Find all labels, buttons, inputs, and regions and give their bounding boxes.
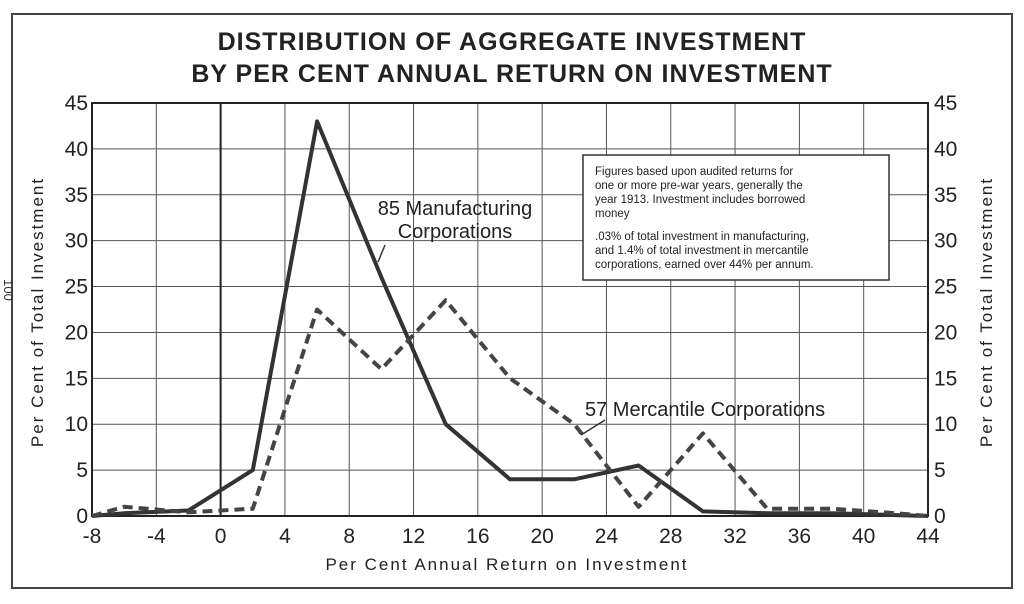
y-tick-label-right: 15 (934, 367, 957, 390)
mercantile-series-label: 57 Mercantile Corporations (580, 399, 825, 436)
y-tick-label-right: 25 (934, 276, 957, 299)
manufacturing-leader-line (377, 244, 386, 263)
annotation-line: and 1.4% of total investment in mercanti… (595, 245, 809, 257)
x-tick-label: 16 (466, 525, 489, 548)
annotation-frame (582, 154, 890, 281)
x-axis-label: Per Cent Annual Return on Investment (325, 555, 688, 574)
y-tick-label-right: 0 (934, 505, 946, 528)
annotation-line: corporations, earned over 44% per annum. (595, 259, 814, 271)
manufacturing-series-label: 85 Manufacturing Corporations (377, 198, 533, 263)
annotation-line: money (595, 208, 630, 220)
y-tick-label-right: 45 (934, 92, 957, 115)
y-tick-label-left: 5 (76, 459, 88, 482)
y-tick-label-left: 45 (65, 92, 88, 115)
page-number: 100 (1, 279, 16, 301)
manufacturing-label-line-1: 85 Manufacturing (378, 198, 533, 220)
y-tick-label-left: 35 (65, 184, 88, 207)
y-tick-label-right: 10 (934, 413, 957, 436)
y-axis-label-right: Per Cent of Total Investment (977, 177, 996, 447)
mercantile-label-line-1: 57 Mercantile Corporations (585, 399, 825, 421)
series (91, 119, 929, 518)
axes (91, 102, 929, 517)
x-tick-label: 24 (595, 525, 619, 548)
y-tick-label-right: 20 (934, 321, 957, 344)
x-tick-label: 4 (279, 525, 291, 548)
manufacturing-label-line-2: Corporations (398, 221, 513, 243)
y-tick-label-right: 35 (934, 184, 957, 207)
annotation-line: .03% of total investment in manufacturin… (595, 231, 809, 243)
y-tick-label-left: 30 (65, 230, 88, 253)
x-tick-label: -4 (147, 525, 166, 548)
x-tick-label: 40 (852, 525, 875, 548)
x-tick-label: 20 (530, 525, 553, 548)
x-tick-label: 44 (916, 525, 940, 548)
manufacturing-series-line (91, 119, 929, 518)
mercantile-leader-line (580, 419, 606, 436)
x-tick-label: 32 (723, 525, 746, 548)
x-tick-label: 36 (788, 525, 811, 548)
mercantile-series-line (91, 298, 929, 518)
plot-frame (91, 102, 929, 517)
chart-title-line-2: BY PER CENT ANNUAL RETURN ON INVESTMENT (191, 60, 832, 88)
y-tick-label-left: 20 (65, 321, 88, 344)
outer-frame (11, 13, 1013, 589)
annotation-box: Figures based upon audited returns for o… (582, 154, 890, 281)
chart-title-line-1: DISTRIBUTION OF AGGREGATE INVESTMENT (218, 28, 807, 56)
x-tick-label: 28 (659, 525, 682, 548)
x-tick-label: -8 (83, 525, 102, 548)
y-tick-label-left: 15 (65, 367, 88, 390)
annotation-line: Figures based upon audited returns for (595, 166, 793, 178)
y-tick-label-left: 25 (65, 276, 88, 299)
x-tick-label: 8 (343, 525, 355, 548)
y-tick-label-left: 40 (65, 138, 88, 161)
x-tick-label: 0 (215, 525, 227, 548)
annotation-line: year 1913. Investment includes borrowed (595, 194, 805, 206)
y-tick-label-right: 5 (934, 459, 946, 482)
y-tick-label-right: 30 (934, 230, 957, 253)
x-tick-label: 12 (402, 525, 425, 548)
y-tick-label-left: 10 (65, 413, 88, 436)
y-tick-label-left: 0 (76, 505, 88, 528)
y-tick-label-right: 40 (934, 138, 957, 161)
y-axis-label-left: Per Cent of Total Investment (28, 177, 47, 447)
annotation-line: one or more pre-war years, generally the (595, 180, 803, 192)
